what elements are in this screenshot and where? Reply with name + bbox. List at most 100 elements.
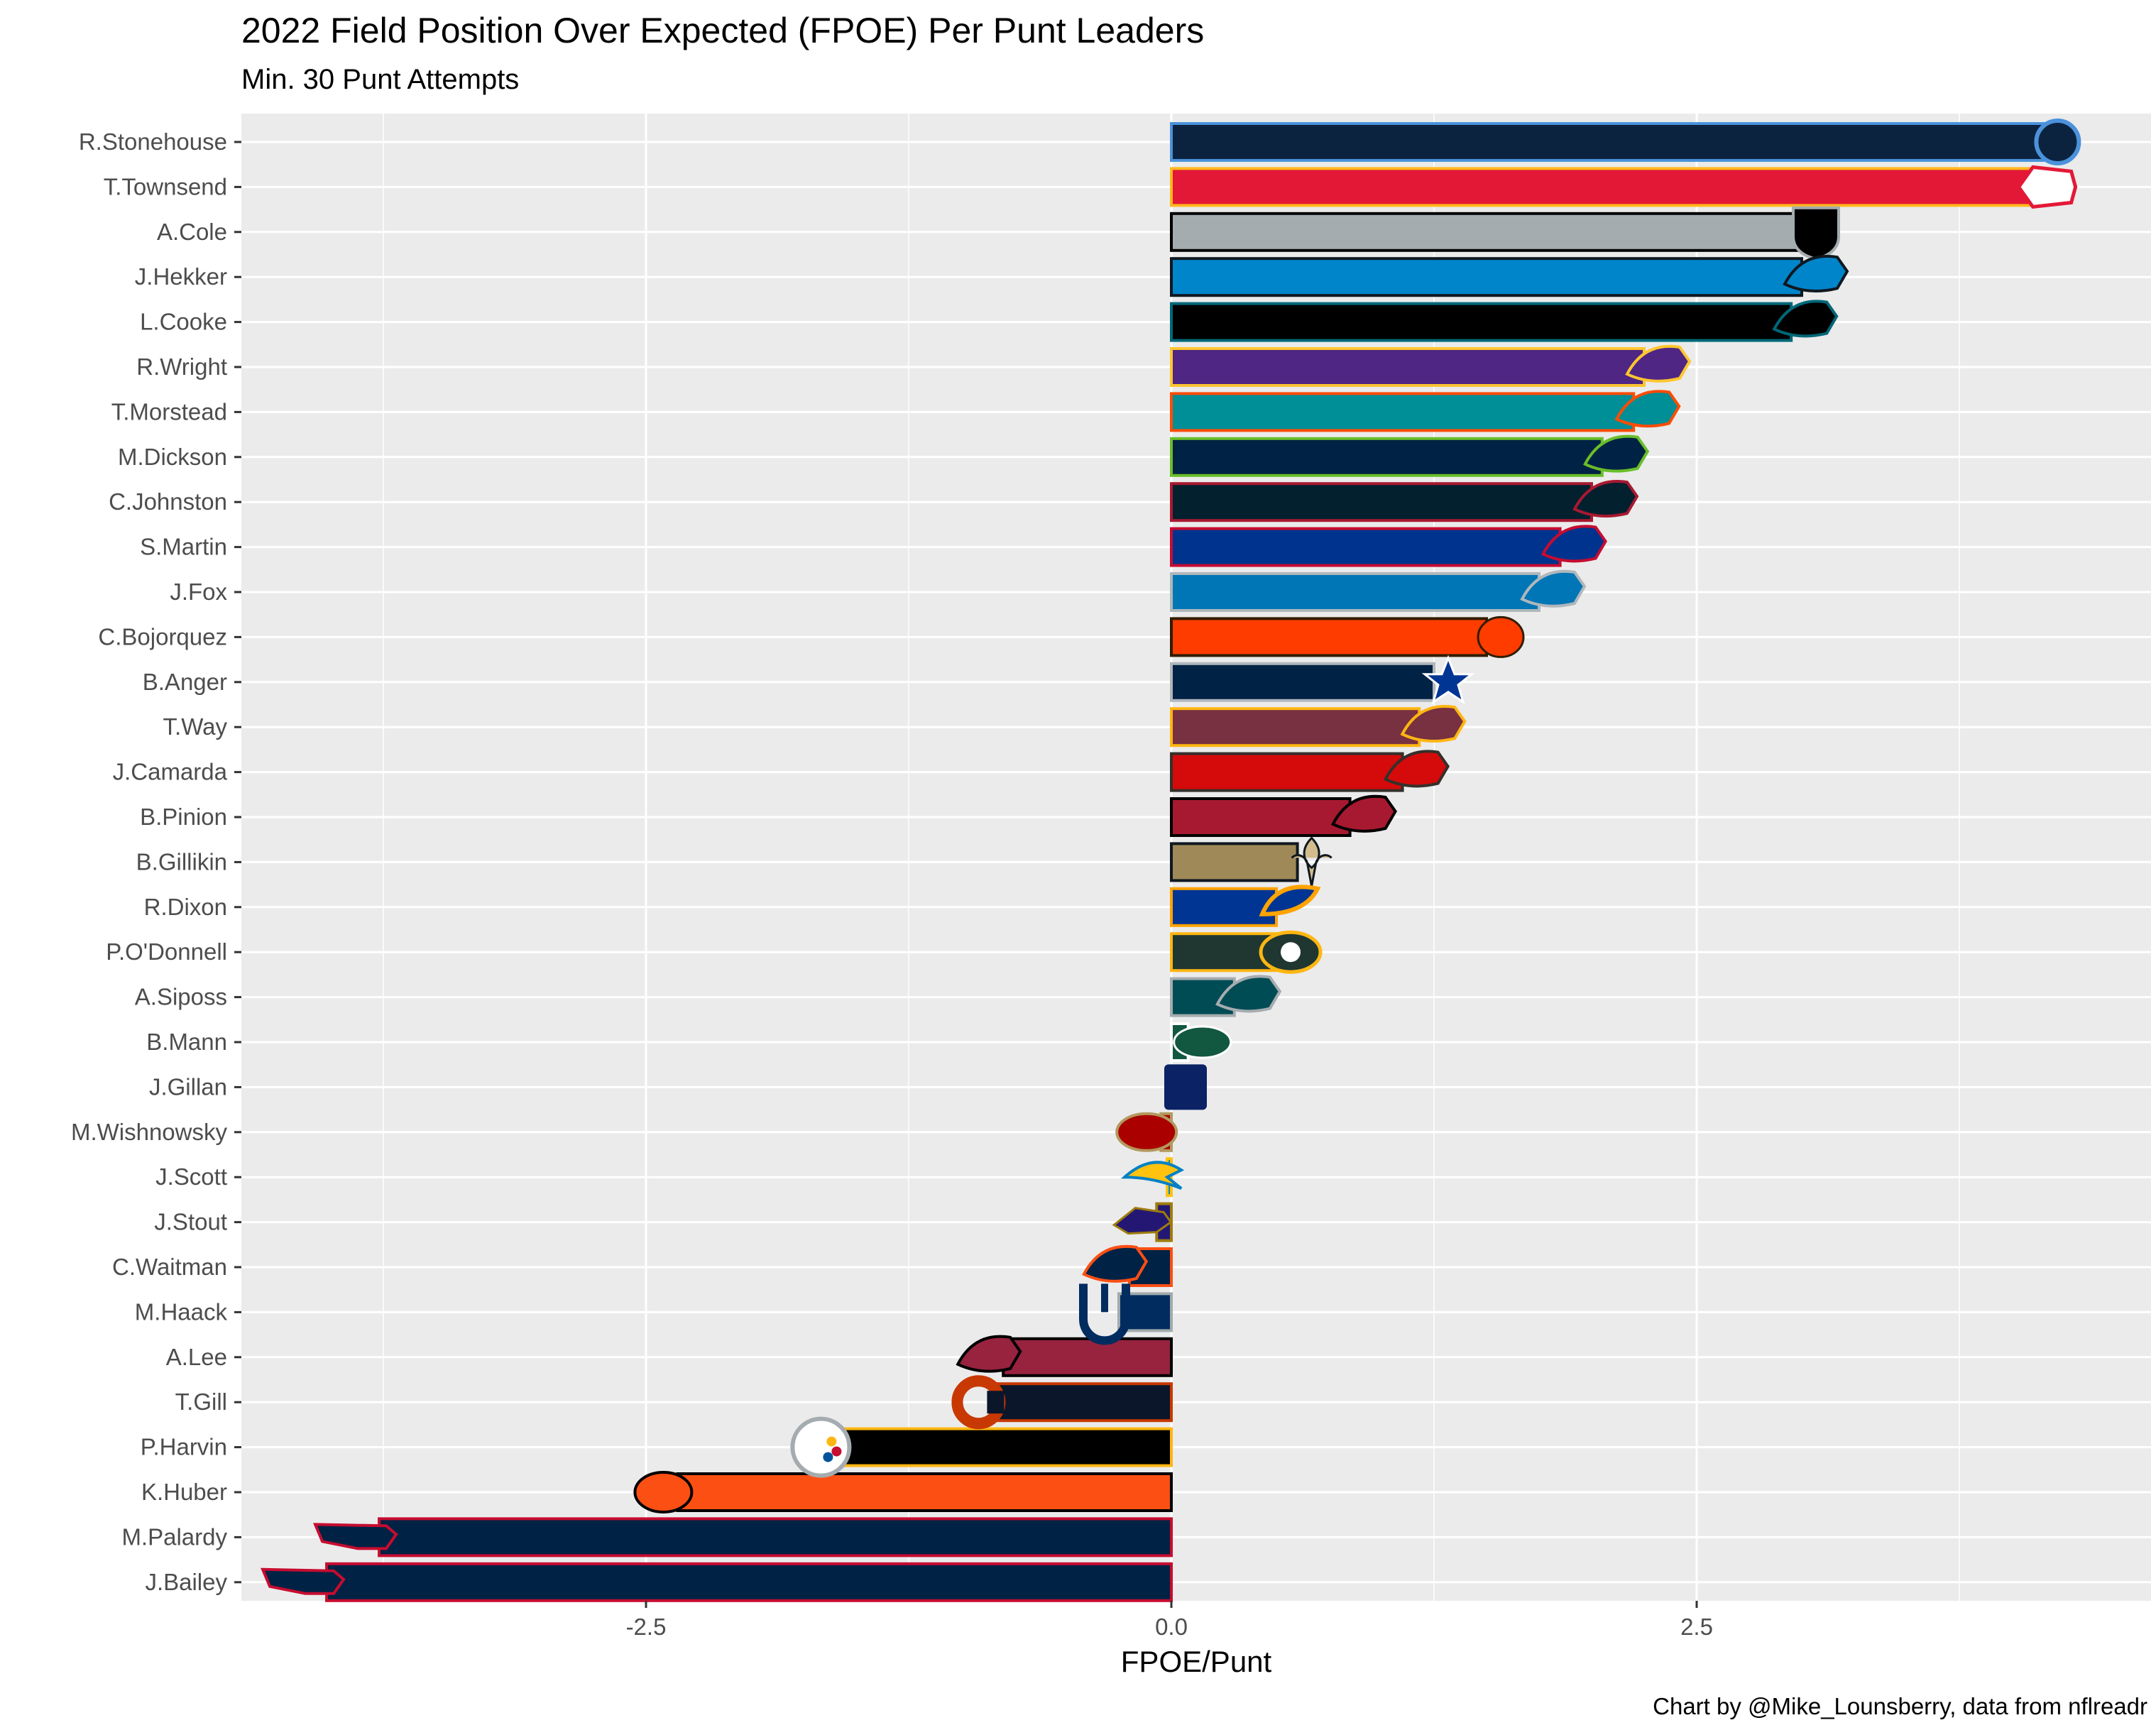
y-tick-label: J.Hekker <box>135 263 227 290</box>
bar-r-wright <box>1170 347 1646 387</box>
bar-a-lee <box>1002 1337 1173 1377</box>
y-tick-label: K.Huber <box>141 1479 227 1505</box>
bar-t-morstead <box>1170 392 1636 432</box>
y-tick-label: C.Waitman <box>112 1254 227 1280</box>
bar-c-johnston <box>1170 482 1593 522</box>
y-tick-label: J.Fox <box>170 579 227 605</box>
team-logo-dal <box>1421 655 1475 705</box>
bar-r-dixon <box>1170 887 1278 927</box>
bar-s-martin <box>1170 527 1562 567</box>
y-tick-label: M.Dickson <box>118 444 227 470</box>
y-tick-label: A.Cole <box>157 219 227 245</box>
bar-j-bailey <box>325 1562 1173 1602</box>
bar-j-hekker <box>1170 257 1803 297</box>
y-tick-label: B.Gillikin <box>136 848 227 875</box>
y-tick-label: C.Johnston <box>109 488 227 515</box>
y-tick-label: C.Bojorquez <box>98 623 227 650</box>
y-tick-label: A.Siposs <box>135 984 227 1010</box>
y-tick-label: P.O'Donnell <box>106 938 227 965</box>
bar-p-harvin <box>833 1427 1173 1467</box>
team-logo-cle <box>1477 615 1525 658</box>
bar-p-o-donnell <box>1170 932 1278 973</box>
bar-j-camarda <box>1170 752 1404 792</box>
bar-t-townsend <box>1170 167 2035 207</box>
x-tick-label: 0.0 <box>1155 1614 1188 1640</box>
team-logo-det <box>1520 569 1587 608</box>
team-logo-min <box>1625 344 1692 383</box>
chart-caption: Chart by @Mike_Lounsberry, data from nfl… <box>1653 1693 2147 1719</box>
y-tick-label: J.Camarda <box>113 759 228 785</box>
y-tick-label: J.Bailey <box>145 1569 227 1595</box>
y-tick-label: A.Lee <box>166 1344 227 1370</box>
team-logo-bal <box>1112 1207 1173 1235</box>
team-logo-phi <box>1215 975 1282 1013</box>
team-logo-was <box>1400 705 1467 743</box>
chart-title: 2022 Field Position Over Expected (FPOE)… <box>241 11 1204 50</box>
team-logo-tb <box>1383 750 1450 788</box>
team-logo-ind <box>1079 1283 1130 1345</box>
team-logo-chi <box>951 1375 1006 1430</box>
y-tick-label: M.Haack <box>135 1298 228 1325</box>
team-logo-atl <box>1330 794 1397 833</box>
y-tick-label: T.Townsend <box>104 173 227 199</box>
y-tick-label: T.Morstead <box>111 398 227 425</box>
y-axis-labels: R.Stonehouse T.Townsend A.Cole J.Hekker L.Co… <box>71 128 241 1595</box>
bar-l-cooke <box>1170 302 1793 342</box>
team-logo-kc <box>2016 165 2078 209</box>
bar-m-palardy <box>378 1517 1173 1557</box>
team-logo-ten <box>2034 119 2081 165</box>
bar-j-fox <box>1170 572 1541 612</box>
bar-b-pinion <box>1170 797 1352 837</box>
team-logo-pit <box>790 1416 852 1478</box>
chart-subtitle: Min. 30 Punt Attempts <box>241 64 519 95</box>
y-tick-label: B.Pinion <box>140 804 227 830</box>
team-logo-ne <box>261 1567 346 1595</box>
y-tick-label: T.Gill <box>175 1389 227 1415</box>
team-logo-mia <box>1614 390 1681 428</box>
y-tick-label: J.Stout <box>154 1209 227 1235</box>
y-tick-label: B.Mann <box>146 1029 227 1055</box>
y-tick-label: R.Stonehouse <box>79 128 227 155</box>
team-logo-nyg <box>1164 1064 1207 1110</box>
team-logo-la <box>1259 885 1321 916</box>
team-logo-lv <box>1792 206 1840 261</box>
x-tick-label: -2.5 <box>626 1614 667 1640</box>
bar-b-anger <box>1170 662 1435 702</box>
team-logo-car <box>1783 255 1849 292</box>
y-tick-label: T.Way <box>163 713 228 740</box>
team-logo-nyj <box>1173 1025 1232 1059</box>
y-tick-label: J.Scott <box>155 1164 227 1190</box>
bar-t-way <box>1170 707 1421 748</box>
y-tick-label: P.Harvin <box>141 1434 227 1460</box>
team-logo-sea <box>1583 434 1650 473</box>
y-tick-label: S.Martin <box>140 534 227 560</box>
team-logo-cin <box>633 1471 694 1513</box>
y-tick-label: M.Wishnowsky <box>71 1119 228 1145</box>
team-logo-gb <box>1259 930 1323 974</box>
bar-m-dickson <box>1170 437 1604 477</box>
x-tick-label: 2.5 <box>1680 1614 1713 1640</box>
bar-r-stonehouse <box>1170 122 2045 162</box>
bar-k-huber <box>676 1472 1173 1512</box>
team-logo-lac <box>1120 1161 1185 1190</box>
y-tick-label: B.Anger <box>143 669 227 695</box>
y-tick-label: R.Dixon <box>144 894 227 920</box>
team-logo-buf <box>1541 525 1607 563</box>
y-tick-label: J.Gillan <box>149 1073 227 1100</box>
team-logo-hou <box>1572 480 1639 518</box>
team-logo-den <box>1082 1244 1149 1283</box>
x-axis-ticks: -2.5 0.0 2.5 <box>626 1601 1713 1640</box>
team-logo-jax <box>1772 300 1839 338</box>
y-tick-label: R.Wright <box>136 354 227 380</box>
team-logo-sf <box>1115 1112 1178 1152</box>
bar-c-bojorquez <box>1170 617 1488 657</box>
bar-b-gillikin <box>1170 842 1299 882</box>
bar-a-cole <box>1170 212 1803 252</box>
team-logo-ne <box>313 1523 398 1550</box>
y-tick-label: L.Cooke <box>140 309 227 335</box>
bar-t-gill <box>991 1382 1173 1423</box>
x-axis-label: FPOE/Punt <box>1121 1645 1272 1678</box>
y-tick-label: M.Palardy <box>121 1523 227 1550</box>
team-logo-ari <box>956 1335 1022 1373</box>
